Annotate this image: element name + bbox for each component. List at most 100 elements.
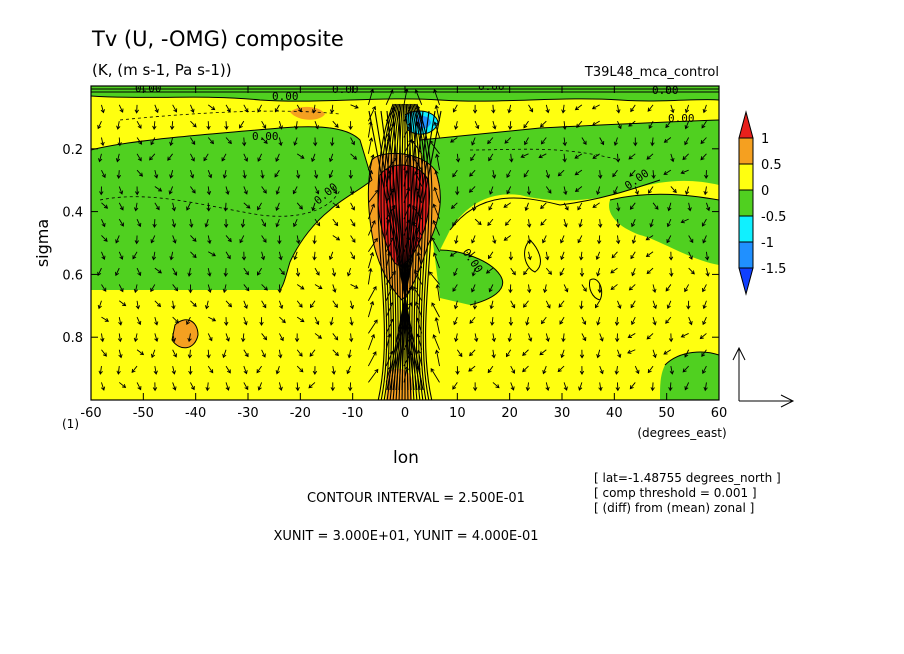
- wind-vector: [492, 382, 500, 389]
- wind-vector: [243, 365, 248, 375]
- wind-vector: [597, 235, 602, 245]
- wind-vector: [452, 169, 458, 178]
- wind-vector: [415, 317, 423, 334]
- wind-vector: [403, 317, 411, 334]
- wind-vector: [131, 365, 138, 374]
- y-tick-label: 0.8: [62, 331, 83, 346]
- wind-vector: [503, 235, 511, 241]
- wind-vector: [278, 137, 283, 147]
- wind-vector: [563, 186, 568, 196]
- wind-vector: [528, 104, 534, 113]
- colorbar-segment: [738, 110, 754, 139]
- wind-vector: [688, 235, 694, 244]
- wind-vector: [100, 104, 105, 114]
- wind-vector: [296, 284, 305, 290]
- wind-vector: [507, 104, 512, 114]
- wind-vector: [506, 186, 512, 195]
- wind-vector: [687, 202, 692, 212]
- contour-label: 0.00: [652, 84, 679, 97]
- wind-vector: [559, 267, 565, 276]
- wind-vector: [665, 284, 672, 292]
- wind-vector: [100, 333, 105, 343]
- wind-vector: [411, 140, 423, 155]
- wind-vector: [680, 333, 689, 338]
- wind-vector: [527, 235, 532, 245]
- wind-vector: [545, 170, 550, 179]
- wind-vector: [257, 202, 262, 211]
- wind-vector: [225, 382, 230, 391]
- wind-vector: [186, 202, 191, 211]
- wind-vector: [670, 104, 675, 114]
- wind-vector: [311, 104, 317, 114]
- wind-vector: [171, 202, 176, 212]
- wind-vector: [488, 284, 494, 293]
- wind-vector: [205, 382, 210, 392]
- wind-vector: [510, 300, 516, 309]
- wind-vector: [416, 251, 423, 269]
- wind-vector: [207, 169, 213, 179]
- wind-vector: [328, 169, 334, 179]
- wind-vector: [435, 153, 440, 171]
- wind-vector: [539, 120, 547, 128]
- wind-vector: [346, 267, 352, 277]
- wind-vector: [703, 382, 708, 392]
- wind-vector: [367, 220, 376, 236]
- wind-vector: [454, 121, 459, 130]
- wind-vector: [190, 382, 195, 391]
- contour-interval-label: CONTOUR INTERVAL = 2.500E-01: [307, 491, 525, 506]
- wind-vector: [275, 218, 280, 228]
- wind-vector: [240, 219, 246, 228]
- wind-vector: [579, 366, 585, 375]
- wind-vector: [574, 104, 583, 111]
- wind-vector: [243, 202, 251, 209]
- wind-vector: [646, 267, 654, 275]
- wind-vector: [453, 267, 458, 277]
- wind-vector: [118, 300, 127, 307]
- colorbar: 1 0.5 0 -0.5 -1 -1.5: [738, 110, 786, 296]
- wind-vector: [647, 365, 654, 374]
- wind-vector: [649, 219, 654, 228]
- y-tick-label: 0.4: [62, 206, 83, 221]
- colorbar-label: 0: [761, 184, 769, 199]
- wind-vector: [385, 285, 394, 301]
- wind-vector: [350, 153, 358, 160]
- wind-vector: [115, 235, 120, 244]
- wind-vector: [314, 333, 323, 339]
- wind-vector: [225, 251, 231, 260]
- wind-vector: [701, 349, 707, 357]
- wind-vector: [206, 202, 211, 212]
- wind-vector: [385, 236, 395, 252]
- wind-vector: [628, 284, 636, 291]
- wind-vector: [257, 153, 263, 162]
- wind-vector: [558, 300, 565, 308]
- wind-vector: [296, 300, 303, 308]
- wind-vector: [385, 350, 394, 367]
- wind-vector: [700, 137, 707, 145]
- wind-vector: [172, 349, 177, 358]
- wind-vector: [508, 317, 514, 326]
- wind-vector: [454, 235, 459, 245]
- wind-vector: [452, 284, 458, 292]
- wind-vector: [469, 169, 476, 177]
- x-tick-label: -50: [133, 406, 154, 421]
- wind-vector: [613, 186, 618, 195]
- wind-vector: [666, 300, 672, 309]
- colorbar-segment: [738, 189, 754, 217]
- vortex-line: [416, 103, 433, 400]
- wind-vector: [403, 334, 412, 350]
- wind-vector: [542, 365, 547, 375]
- wind-vector: [223, 268, 228, 277]
- vortex-line: [392, 110, 412, 391]
- wind-vector: [385, 251, 392, 269]
- wind-vector: [277, 235, 282, 245]
- wind-vector: [684, 104, 690, 114]
- wind-vector: [633, 137, 638, 147]
- wind-vector: [432, 203, 440, 220]
- wind-vector: [702, 316, 707, 326]
- wind-vector: [135, 300, 141, 310]
- wind-vector: [562, 121, 567, 130]
- wind-vector: [577, 202, 583, 211]
- wind-vector: [414, 89, 423, 106]
- wind-vector: [592, 153, 600, 159]
- wind-vector: [670, 186, 677, 194]
